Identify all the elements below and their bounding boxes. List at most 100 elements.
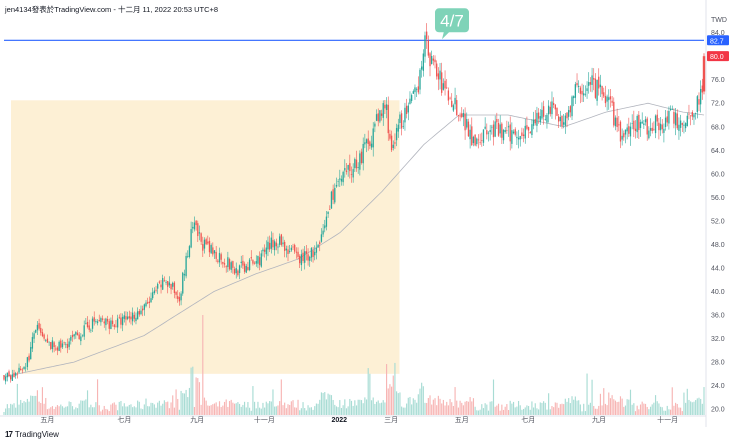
candle-body: [439, 70, 441, 80]
candle-body: [257, 256, 259, 264]
annotation-pointer: [442, 31, 450, 40]
volume-bar: [165, 402, 167, 415]
volume-bar: [319, 399, 321, 415]
candle-body: [96, 321, 99, 324]
moving-average-line: [3, 102, 705, 378]
time-tick-label: 十一月: [657, 415, 678, 424]
volume-bar: [137, 400, 139, 415]
candle-body: [8, 371, 10, 377]
volume-bar: [437, 395, 439, 415]
volume-bar: [604, 403, 607, 415]
volume-bar: [60, 404, 62, 415]
volume-bar: [282, 405, 284, 415]
volume-bar: [122, 406, 124, 415]
volume-bar: [185, 389, 187, 415]
volume-bar: [514, 407, 516, 415]
candle-body: [519, 136, 521, 140]
volume-bar: [481, 404, 483, 415]
volume-bar: [494, 406, 496, 415]
volume-bar: [217, 406, 219, 415]
candle-body: [599, 84, 602, 88]
candle-body: [467, 121, 470, 137]
candle-body: [245, 265, 247, 273]
volume-bar: [280, 379, 282, 415]
volume-bar: [70, 402, 72, 415]
candle-body: [459, 115, 461, 117]
candle-body: [175, 291, 177, 295]
candle-body: [656, 114, 658, 122]
volume-bar: [63, 407, 65, 415]
last-candle-body: [702, 56, 706, 92]
time-tick-label: 三月: [384, 416, 398, 424]
volume-bar: [15, 407, 17, 415]
price-tick-label: 56.0: [711, 195, 725, 202]
candle-body: [177, 296, 179, 299]
volume-bar: [294, 407, 296, 415]
volume-bar: [48, 408, 50, 415]
volume-bar: [6, 404, 8, 415]
candle-body: [86, 321, 89, 328]
volume-bar: [115, 404, 117, 415]
candle-body: [370, 143, 373, 148]
candle-body: [278, 236, 281, 245]
volume-bar: [23, 401, 25, 415]
volume-bar: [324, 392, 326, 415]
candle-body: [678, 124, 680, 131]
volume-bar: [5, 408, 7, 415]
volume-bar: [541, 402, 543, 415]
candle-body: [397, 124, 399, 132]
volume-bar: [195, 377, 197, 415]
volume-bar: [233, 403, 236, 415]
volume-bar: [454, 387, 456, 415]
volume-bar: [329, 394, 331, 415]
volume-bar: [404, 407, 406, 415]
candle-body: [145, 302, 147, 307]
volume-bar: [685, 402, 687, 415]
volume-bar: [222, 405, 224, 415]
volume-bar: [147, 406, 149, 415]
candle-body: [481, 140, 483, 141]
candle-body: [355, 159, 358, 169]
volume-bar: [436, 405, 438, 415]
candle-body: [38, 323, 40, 329]
volume-bar: [289, 404, 291, 415]
candle-body: [501, 123, 503, 138]
volume-bar: [634, 411, 637, 415]
candle-body: [5, 376, 7, 382]
volume-bar: [120, 400, 122, 415]
volume-bar: [477, 410, 480, 415]
candle-body: [305, 251, 308, 254]
volume-bar: [613, 399, 615, 415]
tradingview-logo: 17 TradingView: [5, 430, 59, 439]
volume-bar: [245, 407, 247, 415]
candle-body: [339, 178, 341, 180]
volume-bar: [664, 410, 667, 415]
candle-body: [539, 116, 541, 123]
candle-body: [511, 130, 513, 144]
volume-bar: [207, 405, 209, 415]
candle-body: [195, 220, 197, 226]
candle-body: [172, 282, 174, 287]
candle-body: [53, 342, 55, 347]
volume-bar: [631, 404, 633, 415]
volume-bar: [110, 404, 112, 415]
volume-bar: [643, 403, 645, 415]
volume-bar: [629, 389, 632, 415]
candle-body: [322, 230, 324, 235]
volume-bar: [85, 399, 87, 415]
candle-body: [143, 304, 145, 310]
candle-body: [121, 316, 124, 326]
volume-bar: [334, 404, 336, 415]
candle-body: [148, 301, 151, 304]
volume-bar: [25, 402, 27, 415]
candle-body: [197, 223, 199, 237]
candle-body: [83, 325, 85, 337]
volume-bar: [20, 399, 22, 415]
volume-bar: [153, 404, 155, 415]
candle-body: [683, 124, 685, 126]
candle-body: [135, 317, 137, 322]
volume-bar: [152, 402, 154, 415]
volume-bar: [31, 395, 33, 415]
candle-body: [213, 250, 216, 254]
